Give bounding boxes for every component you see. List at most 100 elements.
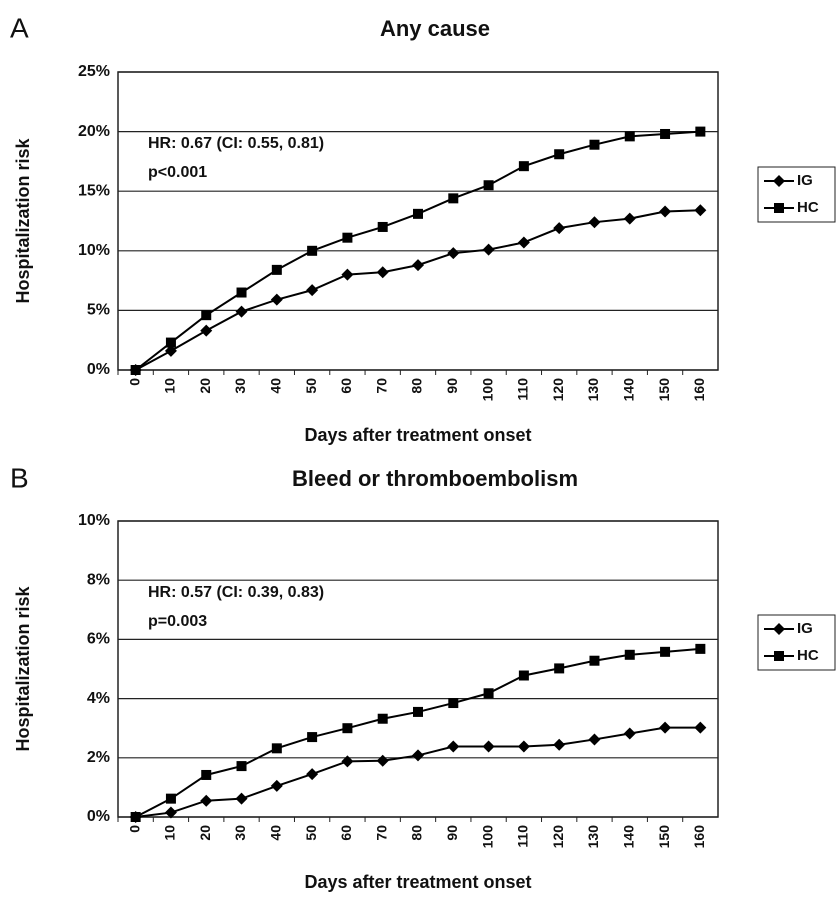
series-line: [135, 209, 701, 371]
x-axis-label: Days after treatment onset: [304, 872, 531, 892]
y-tick-label: 5%: [87, 302, 110, 319]
data-point: [412, 749, 424, 762]
x-tick-label: 90: [444, 825, 460, 841]
data-point: [236, 287, 247, 298]
data-point: [341, 755, 354, 768]
x-tick-label: 100: [479, 378, 495, 402]
data-point: [554, 663, 565, 674]
annotation: HR: 0.67 (CI: 0.55, 0.81): [148, 135, 324, 152]
legend-box: [757, 614, 836, 671]
data-point: [377, 713, 388, 724]
data-point: [659, 721, 672, 734]
data-point: [623, 212, 636, 225]
data-point: [201, 769, 212, 780]
data-point: [376, 266, 389, 279]
legend-marker: [773, 623, 785, 635]
x-tick-label: 0: [126, 825, 142, 833]
x-tick-label: 50: [303, 825, 319, 841]
x-tick-label: 150: [656, 825, 672, 849]
data-point: [130, 365, 141, 375]
data-point: [553, 222, 566, 235]
x-tick-label: 120: [550, 378, 566, 402]
annotation: HR: 0.57 (CI: 0.39, 0.83): [148, 584, 324, 601]
data-point: [200, 794, 213, 807]
x-tick-label: 130: [585, 825, 601, 849]
data-point: [695, 643, 706, 654]
data-point: [482, 243, 495, 256]
x-tick-label: 150: [656, 378, 672, 402]
data-point: [342, 723, 353, 734]
data-point: [695, 126, 706, 137]
legend-label: IG: [797, 172, 813, 189]
x-tick-label: 90: [444, 378, 460, 394]
data-point: [447, 740, 460, 753]
chart-title: Any cause: [380, 16, 490, 41]
data-point: [165, 793, 176, 804]
chart-title: Bleed or thromboembolism: [292, 466, 578, 491]
data-point: [623, 727, 636, 740]
data-point: [270, 779, 283, 792]
data-point: [200, 324, 213, 337]
plot-frame: [117, 520, 719, 818]
x-tick-label: 160: [691, 825, 707, 849]
x-tick-label: 100: [479, 825, 495, 849]
data-point: [588, 216, 601, 229]
data-point: [130, 812, 141, 822]
data-point: [589, 655, 600, 666]
data-point: [164, 344, 177, 357]
y-tick-label: 25%: [78, 63, 110, 80]
data-point: [341, 268, 354, 281]
x-tick-label: 110: [515, 378, 531, 401]
legend-marker: [773, 175, 785, 187]
x-tick-label: 130: [585, 378, 601, 402]
y-tick-label: 10%: [78, 242, 110, 259]
x-tick-label: 10: [162, 825, 178, 841]
data-point: [306, 284, 319, 297]
data-point: [412, 259, 424, 272]
data-point: [235, 792, 248, 805]
data-point: [165, 337, 176, 348]
x-tick-label: 140: [620, 378, 636, 402]
data-point: [694, 204, 707, 217]
x-tick-label: 40: [268, 825, 284, 841]
y-axis-label: Hospitalization risk: [13, 138, 33, 304]
annotation: p=0.003: [148, 613, 207, 630]
data-point: [483, 688, 494, 699]
data-point: [448, 193, 459, 204]
y-tick-label: 0%: [87, 361, 110, 378]
data-point: [307, 732, 318, 743]
data-point: [271, 264, 282, 275]
data-point: [660, 646, 671, 657]
data-point: [307, 245, 318, 256]
y-tick-label: 6%: [87, 631, 110, 648]
data-point: [660, 128, 671, 139]
x-tick-label: 30: [232, 825, 248, 841]
legend-label: HC: [797, 199, 819, 216]
data-point: [659, 205, 672, 218]
y-tick-label: 0%: [87, 808, 110, 825]
legend-marker: [774, 203, 784, 213]
annotation: p<0.001: [148, 164, 207, 181]
x-tick-label: 80: [409, 825, 425, 841]
data-point: [624, 131, 635, 142]
y-tick-label: 15%: [78, 182, 110, 199]
data-point: [517, 236, 530, 249]
x-tick-label: 60: [338, 378, 354, 394]
data-point: [306, 768, 319, 781]
data-point: [589, 139, 600, 150]
data-point: [518, 670, 529, 681]
data-point: [588, 733, 601, 746]
x-tick-label: 20: [197, 378, 213, 394]
data-point: [235, 305, 248, 318]
data-point: [483, 180, 494, 191]
series-line: [135, 647, 701, 818]
data-point: [164, 806, 177, 819]
data-point: [517, 740, 530, 753]
x-tick-label: 120: [550, 825, 566, 849]
y-tick-label: 4%: [87, 690, 110, 707]
x-axis-label: Days after treatment onset: [304, 425, 531, 445]
x-tick-label: 160: [691, 378, 707, 402]
data-point: [554, 149, 565, 160]
data-point: [413, 208, 423, 219]
x-tick-label: 70: [373, 825, 389, 841]
